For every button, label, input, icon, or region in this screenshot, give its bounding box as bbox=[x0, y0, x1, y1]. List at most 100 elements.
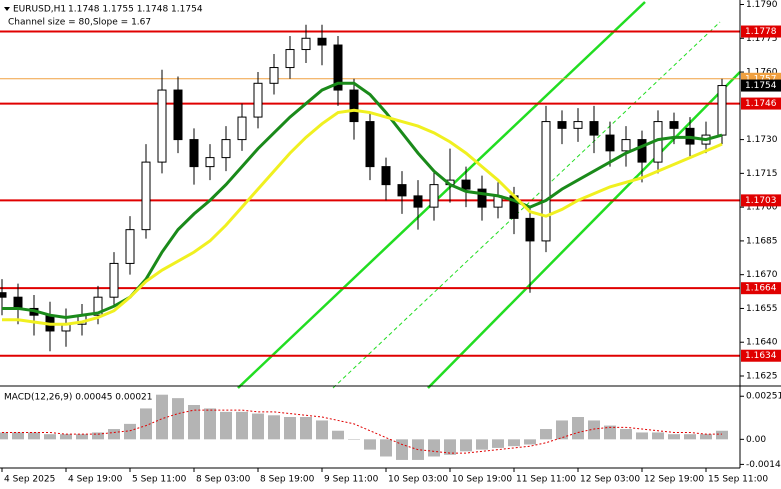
macd-bar bbox=[220, 411, 232, 440]
candle-body bbox=[189, 139, 199, 168]
price-label-box bbox=[741, 79, 781, 92]
x-tick-label: 10 Sep 03:00 bbox=[388, 475, 448, 485]
level-label-box bbox=[741, 194, 781, 207]
candle-body bbox=[717, 85, 727, 136]
macd-bar bbox=[652, 432, 664, 440]
candle-body bbox=[125, 229, 135, 264]
candle-body bbox=[621, 139, 631, 152]
macd-bar bbox=[524, 439, 536, 445]
price-label: 1.1754 bbox=[745, 81, 777, 91]
x-tick-label: 4 Sep 2025 bbox=[4, 475, 55, 485]
annotation: Channel size = 80,Slope = 1.67 bbox=[8, 18, 151, 28]
macd-bar bbox=[60, 434, 72, 440]
macd-bar bbox=[508, 439, 520, 447]
macd-bar bbox=[92, 432, 104, 440]
macd-bar bbox=[540, 429, 552, 440]
candle-body bbox=[141, 161, 151, 231]
x-tick-label: 5 Sep 11:00 bbox=[132, 475, 187, 485]
macd-bar bbox=[556, 420, 568, 440]
level-label-box bbox=[741, 349, 781, 362]
candle-body bbox=[93, 296, 103, 316]
level-label: 1.1778 bbox=[745, 27, 777, 37]
candle-body bbox=[13, 296, 23, 309]
macd-bar bbox=[396, 439, 408, 460]
level-label: 1.1746 bbox=[745, 99, 777, 109]
macd-tick-label: 0.00 bbox=[746, 435, 766, 445]
candle-body bbox=[205, 157, 215, 168]
y-tick-label: 1.1685 bbox=[746, 236, 778, 246]
x-tick-label: 8 Sep 03:00 bbox=[196, 475, 251, 485]
macd-bar bbox=[140, 408, 152, 440]
symbol-arrow bbox=[4, 7, 10, 11]
y-tick-label: 1.1670 bbox=[746, 270, 778, 280]
macd-bar bbox=[0, 432, 8, 440]
level-label: 1.1664 bbox=[745, 284, 777, 294]
macd-bar bbox=[588, 420, 600, 440]
macd-bar bbox=[28, 432, 40, 440]
level-label: 1.1634 bbox=[745, 351, 777, 361]
y-tick-label: 1.1775 bbox=[746, 34, 778, 44]
candle-body bbox=[269, 67, 279, 84]
macd-bar bbox=[44, 434, 56, 440]
macd-bar bbox=[236, 411, 248, 440]
macd-bar bbox=[108, 429, 120, 440]
macd-label: MACD(12,26,9) 0.00045 0.00021 bbox=[4, 393, 153, 403]
macd-bar bbox=[12, 432, 24, 440]
candle-body bbox=[285, 49, 295, 69]
macd-bar bbox=[492, 439, 504, 448]
macd-bar bbox=[268, 415, 280, 440]
level-label-box bbox=[741, 25, 781, 38]
candle-body bbox=[573, 121, 583, 129]
macd-bar bbox=[428, 439, 440, 457]
macd-bar bbox=[156, 394, 168, 440]
macd-bar bbox=[332, 430, 344, 440]
macd-bar bbox=[188, 404, 200, 440]
level-label-box bbox=[741, 97, 781, 110]
macd-bar bbox=[604, 425, 616, 440]
candle-body bbox=[557, 121, 567, 129]
candle-body bbox=[477, 188, 487, 208]
macd-signal bbox=[2, 409, 722, 454]
candle-body bbox=[109, 262, 119, 298]
candle-body bbox=[173, 89, 183, 141]
macd-bar bbox=[252, 413, 264, 440]
ohlc: 1.1748 1.1755 1.1748 1.1754 bbox=[68, 5, 203, 15]
x-tick-label: 12 Sep 19:00 bbox=[644, 475, 704, 485]
macd-bar bbox=[172, 398, 184, 440]
chart-title: EURUSD,H1 bbox=[13, 5, 66, 15]
channel-lower bbox=[427, 71, 741, 389]
candle-body bbox=[461, 179, 471, 190]
macd-bar bbox=[636, 432, 648, 440]
x-tick-label: 12 Sep 03:00 bbox=[580, 475, 640, 485]
candle-body bbox=[381, 166, 391, 186]
macd-bar bbox=[316, 420, 328, 440]
y-tick-label: 1.1625 bbox=[746, 371, 778, 381]
candle-body bbox=[669, 121, 679, 129]
macd-bar bbox=[76, 434, 88, 440]
main-plot bbox=[0, 24, 740, 357]
candle-body bbox=[221, 139, 231, 159]
level-label-box bbox=[741, 282, 781, 295]
x-tick-label: 10 Sep 19:00 bbox=[452, 475, 512, 485]
macd-bar bbox=[620, 429, 632, 440]
candle-body bbox=[317, 37, 327, 46]
candle-body bbox=[525, 217, 535, 242]
y-tick-label: 1.1640 bbox=[746, 338, 778, 348]
x-tick-label: 4 Sep 19:00 bbox=[68, 475, 123, 485]
macd-bar bbox=[300, 417, 312, 440]
candle-body bbox=[541, 121, 551, 242]
price-label: 1.1757 bbox=[745, 74, 777, 84]
candle-body bbox=[301, 37, 311, 51]
macd-tick-label: 0.00251 bbox=[746, 392, 781, 402]
macd-bar bbox=[380, 439, 392, 457]
y-tick-label: 1.1700 bbox=[746, 203, 778, 213]
macd-bar bbox=[364, 439, 376, 450]
moving-average bbox=[2, 108, 723, 326]
macd-bar bbox=[572, 417, 584, 440]
channel-upper bbox=[237, 1, 646, 389]
moving-average bbox=[2, 81, 723, 319]
candle-body bbox=[349, 89, 359, 123]
x-tick-label: 9 Sep 11:00 bbox=[324, 475, 379, 485]
x-tick-label: 11 Sep 11:00 bbox=[516, 475, 576, 485]
